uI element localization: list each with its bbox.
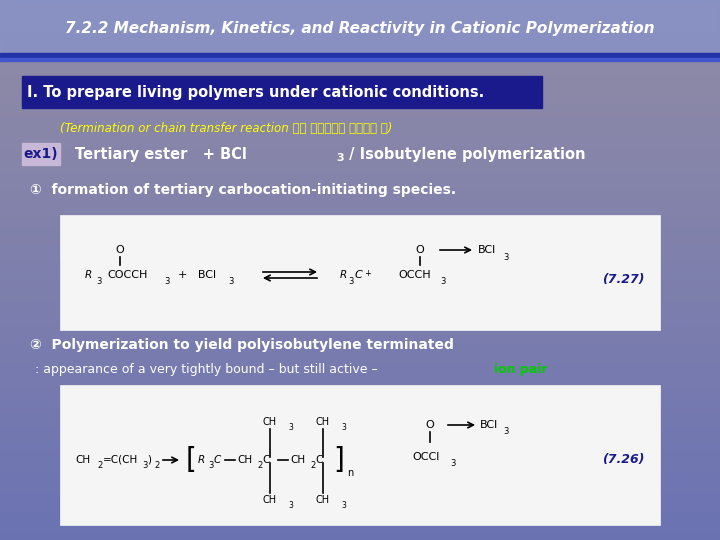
Text: / Isobutylene polymerization: / Isobutylene polymerization: [344, 146, 585, 161]
Text: C: C: [262, 455, 269, 465]
Text: CH: CH: [316, 417, 330, 427]
Text: O: O: [116, 245, 125, 255]
Text: C: C: [214, 455, 221, 465]
Bar: [0, 58, 720, 61]
Bar: [22, 76, 542, 108]
Text: CH: CH: [290, 455, 305, 465]
Text: 3: 3: [208, 462, 213, 470]
Text: R: R: [85, 270, 92, 280]
Text: ex1): ex1): [24, 147, 58, 161]
Text: 3: 3: [142, 462, 148, 470]
Text: CH: CH: [316, 495, 330, 505]
Text: 3: 3: [96, 278, 102, 287]
Text: 3: 3: [288, 422, 293, 431]
Text: 2: 2: [310, 462, 315, 470]
Text: R: R: [340, 270, 347, 280]
Bar: [22, 143, 60, 165]
Text: ②  Polymerization to yield polyisobutylene terminated: ② Polymerization to yield polyisobutylen…: [30, 338, 454, 352]
Text: 2: 2: [154, 462, 159, 470]
Bar: [0, 0, 720, 55]
Text: ): ): [147, 455, 151, 465]
Text: 3: 3: [336, 153, 343, 163]
Text: CH: CH: [75, 455, 90, 465]
Text: Tertiary ester   + BCl: Tertiary ester + BCl: [75, 146, 247, 161]
Bar: [60, 385, 660, 525]
Text: OCCl: OCCl: [412, 452, 439, 462]
Text: 3: 3: [450, 458, 455, 468]
Text: OCCH: OCCH: [398, 270, 431, 280]
Text: CH: CH: [263, 417, 277, 427]
Text: R: R: [198, 455, 205, 465]
Text: ]: ]: [333, 446, 344, 474]
Text: 3: 3: [341, 422, 346, 431]
Bar: [0, 53, 720, 58]
Text: +   BCl: + BCl: [178, 270, 216, 280]
Text: 3: 3: [228, 278, 233, 287]
Text: 2: 2: [257, 462, 262, 470]
Text: : appearance of a very tightly bound – but still active –: : appearance of a very tightly bound – b…: [35, 363, 382, 376]
Text: BCl: BCl: [480, 420, 498, 430]
Text: COCCH: COCCH: [107, 270, 148, 280]
Text: 3: 3: [503, 253, 508, 261]
Text: I. To prepare living polymers under cationic conditions.: I. To prepare living polymers under cati…: [27, 84, 485, 99]
Text: ①  formation of tertiary carbocation-initiating species.: ① formation of tertiary carbocation-init…: [30, 183, 456, 197]
Text: 3: 3: [440, 278, 446, 287]
Text: CH: CH: [237, 455, 252, 465]
Text: ion pair: ion pair: [494, 363, 547, 376]
Text: (7.26): (7.26): [603, 454, 645, 467]
Text: O: O: [426, 420, 434, 430]
Text: C: C: [315, 455, 323, 465]
Text: (Termination or chain transfer reaction 없이 중합반응이 종결되는 예): (Termination or chain transfer reaction …: [60, 122, 392, 134]
Text: 7.2.2 Mechanism, Kinetics, and Reactivity in Cationic Polymerization: 7.2.2 Mechanism, Kinetics, and Reactivit…: [66, 21, 654, 36]
Text: BCl: BCl: [478, 245, 496, 255]
Text: (7.27): (7.27): [603, 273, 645, 287]
Text: 3: 3: [288, 501, 293, 510]
Text: C: C: [355, 270, 363, 280]
Text: 2: 2: [97, 462, 102, 470]
Text: O: O: [415, 245, 424, 255]
Text: n: n: [347, 468, 354, 478]
Text: 3: 3: [164, 278, 169, 287]
Bar: [60, 215, 660, 330]
Text: 3: 3: [341, 501, 346, 510]
Text: [: [: [186, 446, 197, 474]
Text: 3: 3: [503, 428, 508, 436]
Text: =C(CH: =C(CH: [103, 455, 138, 465]
Text: +: +: [364, 268, 371, 278]
Text: CH: CH: [263, 495, 277, 505]
Text: 3: 3: [348, 278, 354, 287]
